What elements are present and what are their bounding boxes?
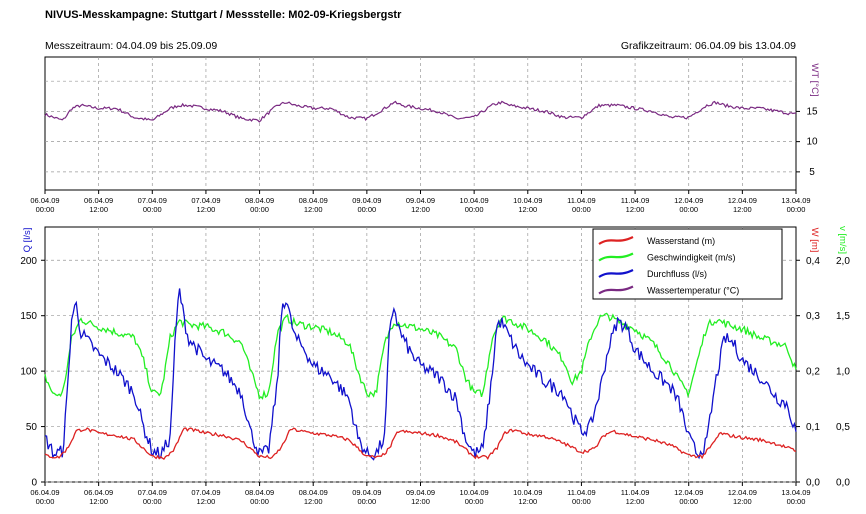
bottom-xtick-date: 09.04.09 [406,488,435,497]
q-ytick-label: 0 [31,478,37,489]
bottom-xtick-date: 06.04.09 [84,488,113,497]
bottom-xtick-time: 00:00 [36,497,55,506]
w-ytick-label: 0,3 [806,311,820,322]
top-xtick-time: 00:00 [572,205,591,214]
bottom-xtick-date: 13.04.09 [781,488,810,497]
legend-swatch [598,285,634,295]
top-xtick-date: 07.04.09 [138,196,167,205]
bottom-xtick-date: 06.04.09 [30,488,59,497]
top-xtick-date: 09.04.09 [352,196,381,205]
bottom-xtick-date: 12.04.09 [674,488,703,497]
top-xtick-date: 06.04.09 [30,196,59,205]
legend-label: Geschwindigkeit (m/s) [647,253,736,263]
bottom-xtick-time: 00:00 [357,497,376,506]
bottom-xtick-date: 11.04.09 [567,488,596,497]
top-xtick-date: 10.04.09 [513,196,542,205]
top-xtick-date: 11.04.09 [621,196,650,205]
top-xtick-time: 00:00 [787,205,806,214]
top-xtick-time: 00:00 [250,205,269,214]
top-xtick-time: 00:00 [143,205,162,214]
bottom-xtick-time: 12:00 [411,497,430,506]
measure-period: Messzeitraum: 04.04.09 bis 25.09.09 [45,40,218,52]
v-ytick-label: 0,5 [836,422,850,433]
top-xtick-time: 00:00 [465,205,484,214]
w-y-axis-label: W [m] [809,228,820,253]
legend-swatch [598,236,634,245]
top-xtick-time: 12:00 [626,205,645,214]
q-ytick-label: 200 [20,256,37,267]
graphic-period: Grafikzeitraum: 06.04.09 bis 13.04.09 [620,40,796,52]
bottom-xtick-time: 12:00 [89,497,108,506]
bottom-xtick-time: 12:00 [304,497,323,506]
top-y-axis-label: WT [°C] [809,63,820,96]
top-xtick-date: 09.04.09 [406,196,435,205]
top-xtick-time: 12:00 [518,205,537,214]
top-xtick-date: 12.04.09 [674,196,703,205]
v-y-axis-label: v [m/s] [837,226,848,254]
top-xtick-time: 12:00 [304,205,323,214]
v-ytick-label: 1,5 [836,311,850,322]
legend-label: Wasserstand (m) [647,236,715,246]
bottom-xtick-time: 00:00 [679,497,698,506]
top-xtick-date: 12.04.09 [728,196,757,205]
top-ytick-label: 5 [809,167,815,178]
geschwindigkeit-series-line [44,312,797,400]
top-xtick-date: 13.04.09 [781,196,810,205]
bottom-xtick-date: 10.04.09 [513,488,542,497]
bottom-xtick-date: 07.04.09 [138,488,167,497]
bottom-xtick-date: 12.04.09 [728,488,757,497]
bottom-xtick-date: 10.04.09 [460,488,489,497]
v-ytick-label: 0,0 [836,478,850,489]
top-xtick-time: 00:00 [679,205,698,214]
top-xtick-time: 00:00 [357,205,376,214]
bottom-xtick-time: 00:00 [143,497,162,506]
q-ytick-label: 150 [20,311,37,322]
bottom-xtick-date: 11.04.09 [621,488,650,497]
bottom-xtick-date: 07.04.09 [191,488,220,497]
bottom-xtick-date: 09.04.09 [352,488,381,497]
top-ytick-label: 10 [806,137,818,148]
w-ytick-label: 0,4 [806,256,820,267]
v-ytick-label: 1,0 [836,367,850,378]
wasserstand-series-line [44,427,797,460]
top-xtick-time: 12:00 [411,205,430,214]
bottom-xtick-date: 08.04.09 [245,488,274,497]
w-ytick-label: 0,2 [806,367,820,378]
legend-swatch [598,252,634,262]
v-ytick-label: 2,0 [836,256,850,267]
bottom-xtick-time: 12:00 [626,497,645,506]
bottom-xtick-time: 00:00 [250,497,269,506]
q-ytick-label: 50 [26,422,38,433]
w-ytick-label: 0,0 [806,478,820,489]
bottom-xtick-time: 00:00 [465,497,484,506]
top-xtick-date: 08.04.09 [245,196,274,205]
top-xtick-date: 06.04.09 [84,196,113,205]
durchfluss-series-line [44,288,797,461]
top-xtick-time: 12:00 [733,205,752,214]
top-xtick-date: 11.04.09 [567,196,596,205]
bottom-xtick-time: 12:00 [518,497,537,506]
top-xtick-time: 00:00 [36,205,55,214]
top-xtick-time: 12:00 [197,205,216,214]
top-ytick-label: 15 [806,106,818,117]
legend-label: Durchfluss (l/s) [647,269,707,279]
bottom-xtick-date: 08.04.09 [299,488,328,497]
temperature-series-line [44,100,797,123]
page-title: NIVUS-Messkampagne: Stuttgart / Messstel… [45,9,402,21]
top-xtick-date: 07.04.09 [191,196,220,205]
bottom-xtick-time: 00:00 [572,497,591,506]
w-ytick-label: 0,1 [806,422,820,433]
q-y-axis-label: Q [l/s] [22,228,33,253]
bottom-xtick-time: 12:00 [733,497,752,506]
legend-swatch [598,269,634,278]
bottom-xtick-time: 00:00 [787,497,806,506]
legend-label: Wassertemperatur (°C) [647,286,739,296]
top-xtick-time: 12:00 [89,205,108,214]
q-ytick-label: 100 [20,367,37,378]
top-xtick-date: 08.04.09 [299,196,328,205]
bottom-xtick-time: 12:00 [197,497,216,506]
top-xtick-date: 10.04.09 [460,196,489,205]
